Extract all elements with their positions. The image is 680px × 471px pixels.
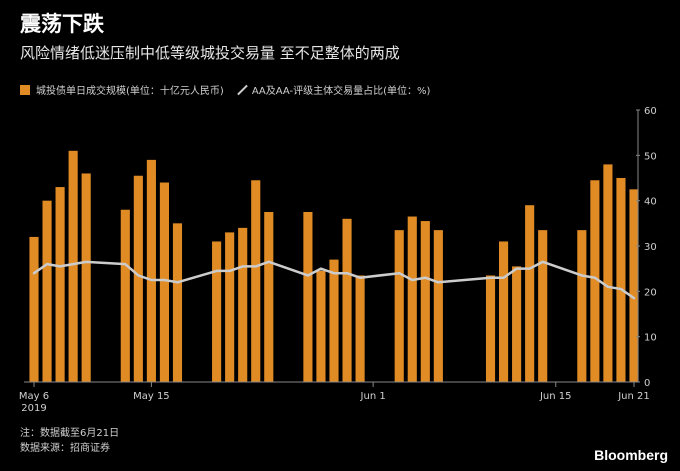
bar (525, 205, 535, 382)
chart-title: 震荡下跌 (20, 12, 104, 36)
bar (225, 232, 235, 382)
x-tick-label: Jun 21 (617, 391, 650, 402)
bar (603, 164, 613, 382)
bar (629, 189, 639, 382)
bar (316, 270, 326, 382)
bar (394, 230, 404, 382)
y-tick-label: 40 (644, 197, 657, 208)
bar (303, 212, 313, 382)
bar (499, 241, 509, 382)
bar (42, 200, 52, 382)
legend-bar-swatch (20, 84, 30, 95)
series-line (32, 260, 636, 300)
bar (512, 266, 522, 382)
y-tick-label: 50 (644, 151, 657, 162)
chart-subtitle: 风险情绪低迷压制中低等级城投交易量 至不足整体的两成 (20, 44, 400, 62)
legend-line-label: AA及AA-评级主体交易量占比(单位：%) (251, 86, 431, 97)
bar (577, 230, 587, 382)
bar (538, 230, 548, 382)
bar (159, 182, 169, 382)
x-tick-label: May 6 (19, 391, 49, 402)
bar (133, 175, 143, 382)
bar (120, 209, 130, 382)
bar (616, 178, 626, 382)
y-tick-label: 20 (644, 287, 657, 298)
y-tick-label: 30 (644, 242, 657, 253)
bar (212, 241, 222, 382)
bar (590, 180, 600, 382)
bloomberg-logo: Bloomberg (594, 447, 668, 463)
bar (29, 236, 39, 382)
bar (420, 221, 430, 382)
legend: 城投债单日成交规模(单位：十亿元人民币) AA及AA-评级主体交易量占比(单位：… (20, 82, 430, 97)
bar (68, 150, 78, 382)
bar (407, 216, 417, 382)
bar (146, 159, 156, 382)
x-tick-label: Jun 1 (360, 391, 386, 402)
y-tick-label: 10 (644, 333, 657, 344)
bar (329, 259, 339, 382)
bar (251, 180, 261, 382)
footnote-source: 数据来源：招商证券 (20, 443, 110, 454)
bar (81, 173, 91, 382)
x-tick-label: May 15 (133, 391, 170, 402)
bar (485, 275, 496, 382)
bar (55, 187, 65, 382)
bar (238, 227, 248, 382)
bar (342, 218, 352, 382)
bar (172, 223, 183, 382)
bar (264, 212, 274, 382)
legend-bar-label: 城投债单日成交规模(单位：十亿元人民币) (36, 86, 224, 97)
x-tick-sublabel: 2019 (21, 403, 46, 414)
x-tick-label: Jun 15 (539, 391, 572, 402)
bar (355, 275, 365, 382)
footnote-note: 注：数据截至6月21日 (20, 428, 120, 439)
y-tick-label: 60 (644, 106, 657, 117)
bar (433, 230, 443, 382)
y-tick-label: 0 (644, 378, 650, 389)
